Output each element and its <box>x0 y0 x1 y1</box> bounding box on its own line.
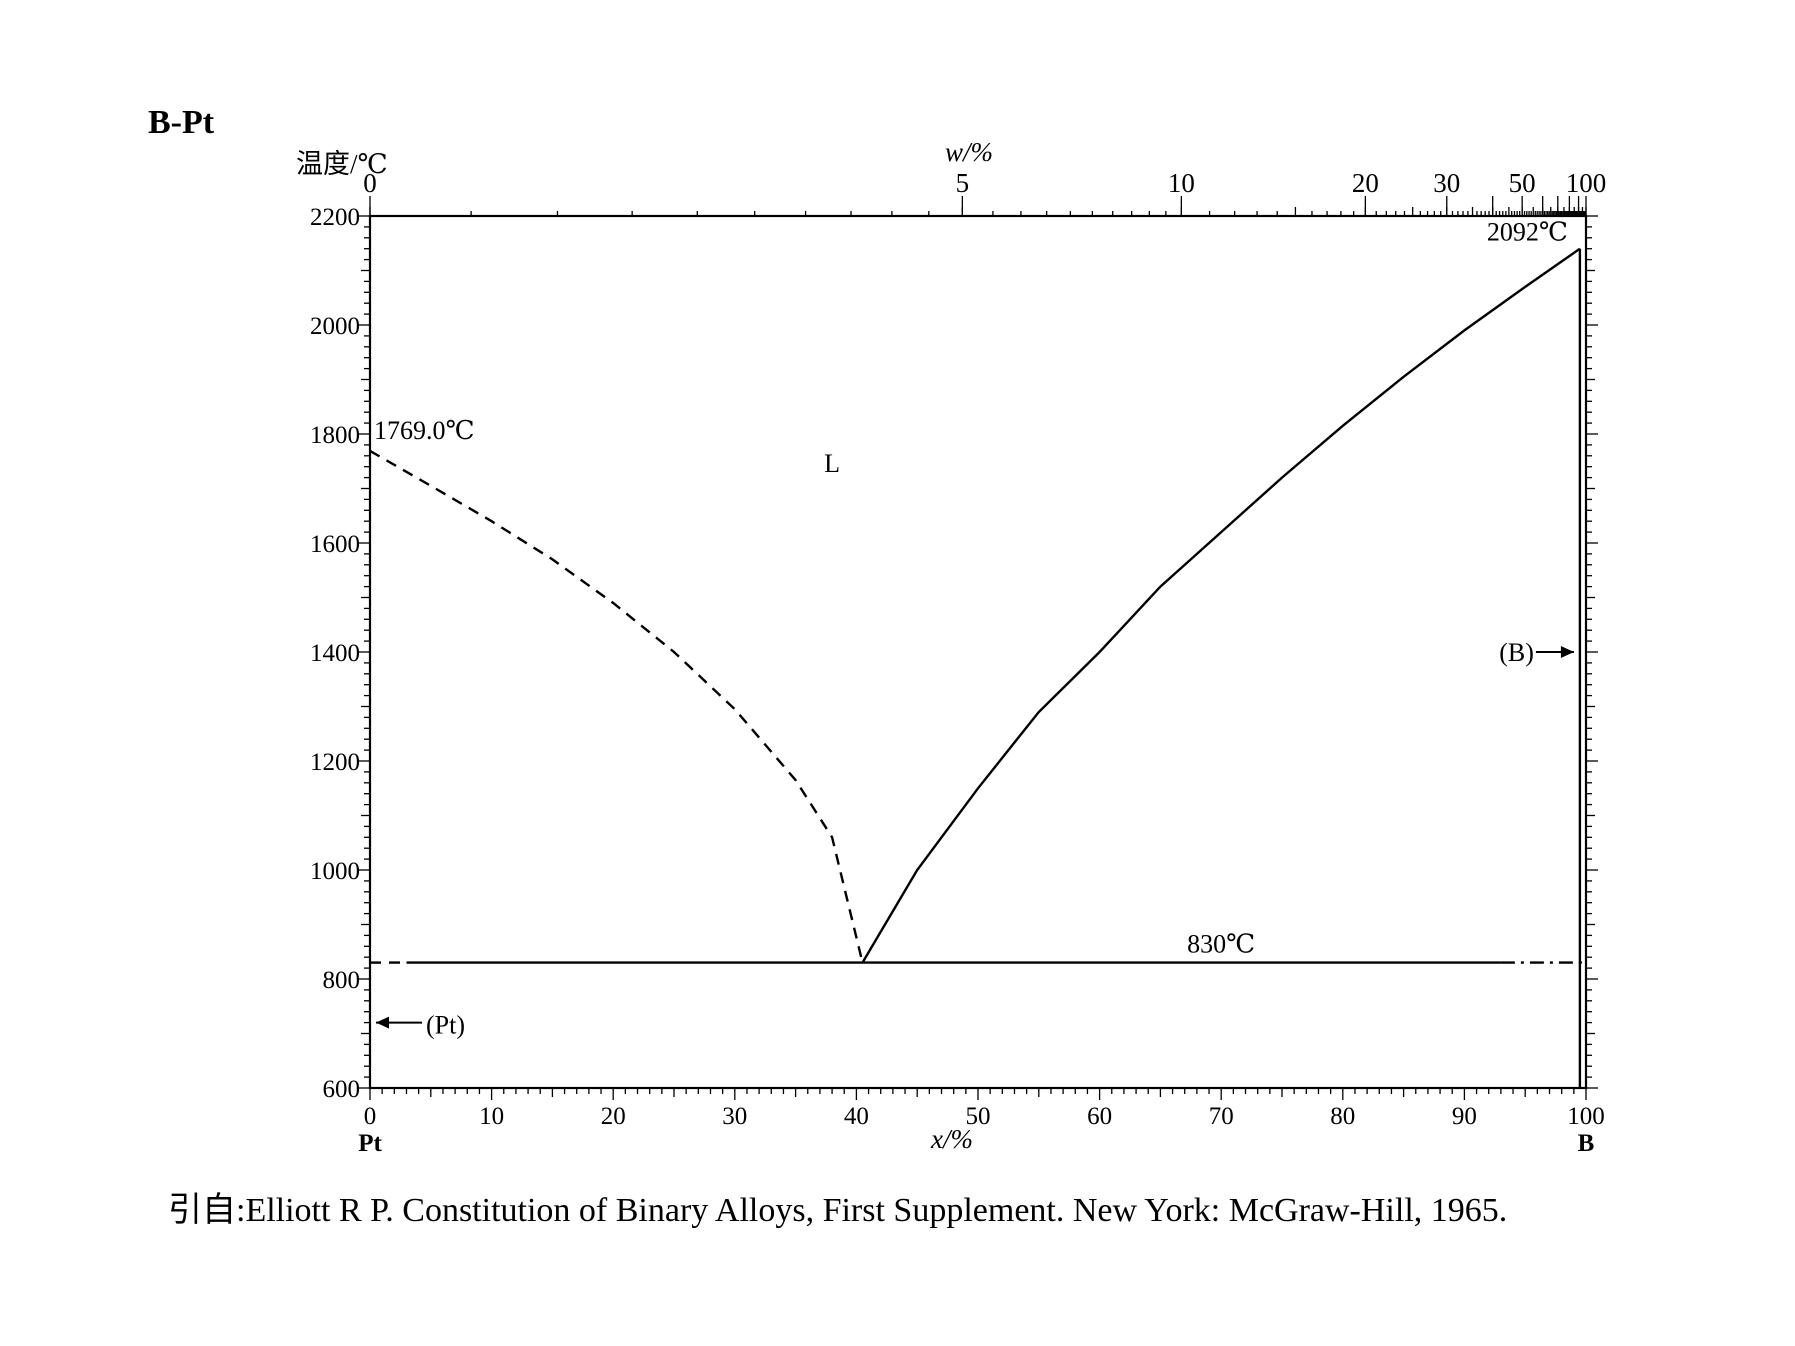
x-axis: 0 10 20 30 40 50 60 70 80 90 100 <box>364 1088 1605 1130</box>
x-tick-label: 80 <box>1330 1103 1355 1130</box>
annotation-label: 1769.0℃ <box>374 416 475 445</box>
y-tick-label: 1000 <box>310 858 360 885</box>
phase-boundary-1 <box>369 449 864 963</box>
plot-border <box>368 214 1588 1090</box>
y-tick-label: 1200 <box>310 749 360 776</box>
b-arrow-head <box>1560 646 1574 658</box>
top-tick-label: 50 <box>1509 168 1536 198</box>
x-tick-label: 20 <box>601 1103 626 1130</box>
citation: 引自:Elliott R P. Constitution of Binary A… <box>168 1192 1508 1229</box>
x-tick-label: 100 <box>1567 1103 1605 1130</box>
x-tick-label: 90 <box>1452 1103 1477 1130</box>
annotation-label: 2092℃ <box>1487 218 1568 247</box>
x-tick-label: 10 <box>479 1103 504 1130</box>
y-tick-label: 2000 <box>310 313 360 340</box>
phase-boundaries <box>369 247 1586 1088</box>
x-left-end-label: Pt <box>358 1130 382 1157</box>
top-tick-label: 20 <box>1352 168 1379 198</box>
pt-arrow-head <box>376 1016 389 1029</box>
x-tick-label: 0 <box>364 1103 377 1130</box>
x-tick-label: 70 <box>1209 1103 1234 1130</box>
y-axis-label: 温度/℃ <box>296 149 388 179</box>
top-tick-label: 5 <box>956 168 970 198</box>
annotation-label: (B) <box>1499 638 1534 667</box>
annotation-label: 830℃ <box>1187 930 1255 959</box>
top-tick-label: 30 <box>1433 168 1460 198</box>
y-tick-label: 2200 <box>310 204 360 231</box>
annotations: 1769.0℃ 2092℃ 830℃ L (Pt) (B) <box>374 218 1574 1040</box>
plot-frame <box>368 214 1588 1090</box>
y-tick-label: 1800 <box>310 422 360 449</box>
top-tick-label: 0 <box>363 168 377 198</box>
annotation-label: L <box>824 449 840 478</box>
annotation-label: (Pt) <box>426 1011 465 1040</box>
x-tick-label: 60 <box>1087 1103 1112 1130</box>
y-axis: 600 800 1000 1200 1400 1600 1800 2000 2200 <box>310 204 1598 1103</box>
top-tick-label: 100 <box>1566 168 1607 198</box>
y-tick-label: 600 <box>323 1076 361 1103</box>
top-tick-label: 10 <box>1168 168 1195 198</box>
x-right-end-label: B <box>1578 1130 1595 1157</box>
chart-title: B-Pt <box>148 104 215 141</box>
x-tick-label: 40 <box>844 1103 869 1130</box>
x-tick-label: 50 <box>966 1103 991 1130</box>
y-tick-label: 800 <box>323 967 361 994</box>
top-axis-label: w/% <box>945 137 993 167</box>
top-w-axis: 0 5 10 20 30 50 100 <box>363 168 1606 216</box>
x-axis-label: x/% <box>930 1124 973 1154</box>
x-tick-label: 30 <box>722 1103 747 1130</box>
phase-boundary-2 <box>861 247 1581 964</box>
y-tick-label: 1600 <box>310 531 360 558</box>
y-tick-label: 1400 <box>310 640 360 667</box>
